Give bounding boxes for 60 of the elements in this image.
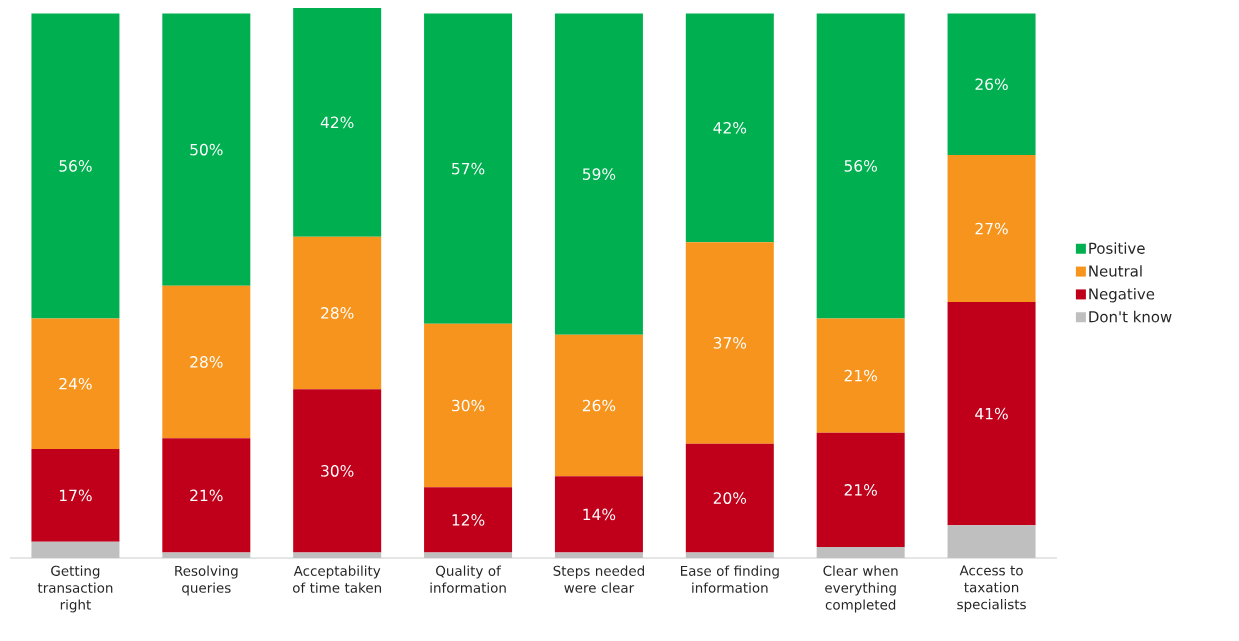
- x-tick-label: Ease of finding information: [680, 565, 779, 593]
- bar: [816, 432, 905, 548]
- data-label: 30%: [452, 399, 485, 412]
- data-label: 26%: [582, 399, 616, 412]
- data-label: 26%: [975, 78, 1008, 91]
- x-tick-label: Access to taxation specialists: [957, 565, 1026, 612]
- bar: [947, 13, 1036, 156]
- data-label: 28%: [190, 356, 223, 368]
- bar: [947, 302, 1036, 526]
- data-label: 28%: [321, 307, 354, 319]
- data-label: 27%: [975, 222, 1008, 235]
- data-label: 20%: [713, 492, 747, 504]
- bar: [293, 7, 382, 237]
- data-label: 24%: [59, 377, 92, 390]
- legend-label: Negative: [1089, 288, 1155, 303]
- x-tick-label: Getting transaction right: [37, 565, 113, 613]
- data-label: 14%: [583, 508, 616, 521]
- bar: [816, 318, 905, 433]
- data-label: 56%: [844, 160, 877, 172]
- data-label: 21%: [190, 489, 223, 502]
- data-label: 12%: [452, 514, 485, 526]
- data-label: 56%: [59, 160, 92, 172]
- x-tick-label: Acceptability of time taken: [292, 565, 382, 593]
- bar: [424, 487, 513, 553]
- x-tick-label: Clear when everything completed: [823, 565, 898, 613]
- bar: [162, 13, 251, 286]
- bar: [554, 13, 643, 335]
- bar: [424, 13, 513, 324]
- bar: [162, 438, 251, 553]
- bar: [31, 318, 120, 450]
- data-label: 21%: [844, 369, 877, 382]
- data-label: 30%: [321, 465, 354, 477]
- legend-label: Neutral: [1089, 265, 1142, 277]
- bar: [685, 242, 774, 444]
- bar: [685, 13, 774, 243]
- data-label: 17%: [59, 489, 92, 502]
- bar: [31, 449, 120, 542]
- bar: [947, 155, 1036, 303]
- bar: [293, 389, 382, 553]
- bar: [685, 443, 774, 553]
- legend-label: Don't know: [1089, 310, 1172, 323]
- data-label: 42%: [713, 121, 747, 134]
- x-tick-label: Quality of information: [430, 565, 506, 593]
- data-label: 59%: [582, 168, 616, 180]
- data-label: 21%: [844, 484, 877, 496]
- data-label: 50%: [190, 143, 223, 156]
- bar: [31, 13, 120, 319]
- x-tick-label: Resolving queries: [175, 565, 238, 596]
- data-label: 37%: [713, 337, 747, 349]
- legend-label: Positive: [1089, 242, 1145, 254]
- bar: [293, 236, 382, 390]
- bar: [554, 334, 643, 477]
- bar: [816, 13, 905, 319]
- bar: [424, 323, 513, 488]
- bar: [554, 476, 643, 553]
- data-label: 57%: [452, 162, 485, 175]
- x-tick-label: Steps needed were clear: [553, 565, 644, 593]
- data-label: 41%: [975, 407, 1008, 420]
- data-label: 42%: [320, 116, 354, 129]
- bar: [162, 285, 251, 439]
